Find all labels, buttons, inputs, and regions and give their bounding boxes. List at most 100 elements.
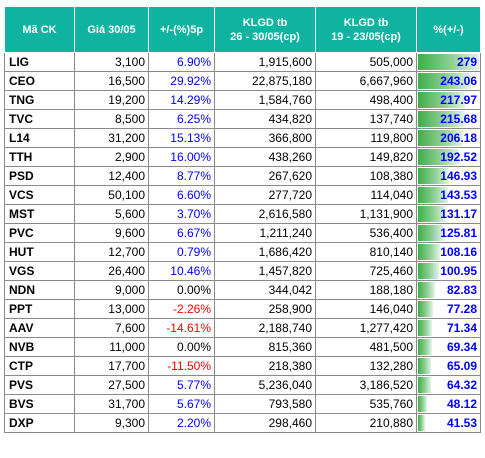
cell-code: MST bbox=[4, 204, 75, 224]
table-row: PVC 9,600 6.67% 1,211,240 536,400 125.81 bbox=[4, 223, 481, 243]
cell-ratio: 217.97 bbox=[416, 90, 481, 110]
cell-code: TNG bbox=[4, 90, 75, 110]
ratio-value: 243.06 bbox=[440, 74, 477, 88]
ratio-value: 125.81 bbox=[440, 226, 477, 240]
cell-price: 31,700 bbox=[74, 394, 149, 414]
cell-ratio: 146.93 bbox=[416, 166, 481, 186]
header-volume-current-line1: KLGD tb bbox=[242, 16, 288, 29]
cell-price: 9,300 bbox=[74, 413, 149, 433]
ratio-value: 108.16 bbox=[440, 245, 477, 259]
cell-volume-previous: 505,000 bbox=[315, 52, 417, 72]
table-row: VCS 50,100 6.60% 277,720 114,040 143.53 bbox=[4, 185, 481, 205]
cell-code: AAV bbox=[4, 318, 75, 338]
ratio-bar bbox=[418, 339, 432, 355]
header-volume-previous-line1: KLGD tb bbox=[343, 16, 389, 29]
ratio-bar bbox=[418, 206, 446, 222]
cell-ratio: 82.83 bbox=[416, 280, 481, 300]
cell-volume-current: 2,616,580 bbox=[214, 204, 316, 224]
header-volume-current-line2: 26 - 30/05(cp) bbox=[230, 30, 300, 43]
ratio-value: 71.34 bbox=[446, 321, 477, 335]
ratio-value: 146.93 bbox=[440, 169, 477, 183]
cell-volume-previous: 3,186,520 bbox=[315, 375, 417, 395]
cell-change: 10.46% bbox=[148, 261, 215, 281]
ratio-value: 143.53 bbox=[440, 188, 477, 202]
ratio-bar bbox=[418, 111, 465, 127]
ratio-value: 69.34 bbox=[446, 340, 477, 354]
cell-code: DXP bbox=[4, 413, 75, 433]
header-price: Giá 30/05 bbox=[74, 6, 149, 53]
cell-change: 8.77% bbox=[148, 166, 215, 186]
cell-volume-previous: 725,460 bbox=[315, 261, 417, 281]
cell-price: 16,500 bbox=[74, 71, 149, 91]
cell-change: 3.70% bbox=[148, 204, 215, 224]
cell-change: 14.29% bbox=[148, 90, 215, 110]
cell-price: 9,600 bbox=[74, 223, 149, 243]
cell-price: 9,000 bbox=[74, 280, 149, 300]
cell-ratio: 125.81 bbox=[416, 223, 481, 243]
ratio-value: 217.97 bbox=[440, 93, 477, 107]
cell-volume-current: 5,236,040 bbox=[214, 375, 316, 395]
stock-volume-table: Mã CK Giá 30/05 +/-(%)5p KLGD tb 26 - 30… bbox=[4, 6, 481, 433]
ratio-bar bbox=[418, 168, 450, 184]
cell-ratio: 64.32 bbox=[416, 375, 481, 395]
cell-code: CEO bbox=[4, 71, 75, 91]
cell-ratio: 65.09 bbox=[416, 356, 481, 376]
table-body: LIG 3,100 6.90% 1,915,600 505,000 279 CEO 16,50… bbox=[4, 52, 481, 433]
table-row: DXP 9,300 2.20% 298,460 210,880 41.53 bbox=[4, 413, 481, 433]
cell-ratio: 243.06 bbox=[416, 71, 481, 91]
cell-price: 50,100 bbox=[74, 185, 149, 205]
header-ratio: %(+/-) bbox=[416, 6, 481, 53]
cell-change: -2.26% bbox=[148, 299, 215, 319]
cell-volume-previous: 535,760 bbox=[315, 394, 417, 414]
cell-ratio: 77.28 bbox=[416, 299, 481, 319]
table-row: MST 5,600 3.70% 2,616,580 1,131,900 131.17 bbox=[4, 204, 481, 224]
ratio-value: 65.09 bbox=[446, 359, 477, 373]
cell-volume-current: 793,580 bbox=[214, 394, 316, 414]
table-row: L14 31,200 15.13% 366,800 119,800 206.18 bbox=[4, 128, 481, 148]
cell-volume-previous: 210,880 bbox=[315, 413, 417, 433]
header-volume-current: KLGD tb 26 - 30/05(cp) bbox=[214, 6, 316, 53]
table-row: PVS 27,500 5.77% 5,236,040 3,186,520 64.32 bbox=[4, 375, 481, 395]
table-row: TTH 2,900 16.00% 438,260 149,820 192.52 bbox=[4, 147, 481, 167]
cell-price: 12,400 bbox=[74, 166, 149, 186]
cell-code: VCS bbox=[4, 185, 75, 205]
ratio-value: 100.95 bbox=[440, 264, 477, 278]
table-row: AAV 7,600 -14.61% 2,188,740 1,277,420 71.34 bbox=[4, 318, 481, 338]
cell-volume-previous: 1,277,420 bbox=[315, 318, 417, 338]
cell-volume-current: 1,584,760 bbox=[214, 90, 316, 110]
cell-volume-current: 267,620 bbox=[214, 166, 316, 186]
table-row: PPT 13,000 -2.26% 258,900 146,040 77.28 bbox=[4, 299, 481, 319]
cell-price: 31,200 bbox=[74, 128, 149, 148]
cell-change: 2.20% bbox=[148, 413, 215, 433]
ratio-value: 64.32 bbox=[446, 378, 477, 392]
cell-volume-current: 344,042 bbox=[214, 280, 316, 300]
table-row: LIG 3,100 6.90% 1,915,600 505,000 279 bbox=[4, 52, 481, 72]
cell-code: PVC bbox=[4, 223, 75, 243]
cell-price: 2,900 bbox=[74, 147, 149, 167]
cell-price: 13,000 bbox=[74, 299, 149, 319]
cell-code: BVS bbox=[4, 394, 75, 414]
cell-ratio: 215.68 bbox=[416, 109, 481, 129]
table-row: BVS 31,700 5.67% 793,580 535,760 48.12 bbox=[4, 394, 481, 414]
cell-volume-previous: 481,500 bbox=[315, 337, 417, 357]
cell-change: 6.90% bbox=[148, 52, 215, 72]
cell-change: 6.25% bbox=[148, 109, 215, 129]
header-volume-previous: KLGD tb 19 - 23/05(cp) bbox=[315, 6, 417, 53]
cell-ratio: 279 bbox=[416, 52, 481, 72]
ratio-bar bbox=[418, 358, 431, 374]
cell-ratio: 48.12 bbox=[416, 394, 481, 414]
cell-change: 0.00% bbox=[148, 337, 215, 357]
ratio-bar bbox=[418, 320, 433, 336]
cell-volume-previous: 1,131,900 bbox=[315, 204, 417, 224]
cell-change: 0.79% bbox=[148, 242, 215, 262]
cell-volume-previous: 137,740 bbox=[315, 109, 417, 129]
cell-volume-current: 1,686,420 bbox=[214, 242, 316, 262]
cell-change: 5.67% bbox=[148, 394, 215, 414]
ratio-bar bbox=[418, 282, 435, 298]
cell-volume-current: 218,380 bbox=[214, 356, 316, 376]
ratio-bar bbox=[418, 92, 466, 108]
cell-volume-previous: 536,400 bbox=[315, 223, 417, 243]
cell-ratio: 108.16 bbox=[416, 242, 481, 262]
cell-code: TTH bbox=[4, 147, 75, 167]
cell-volume-current: 258,900 bbox=[214, 299, 316, 319]
